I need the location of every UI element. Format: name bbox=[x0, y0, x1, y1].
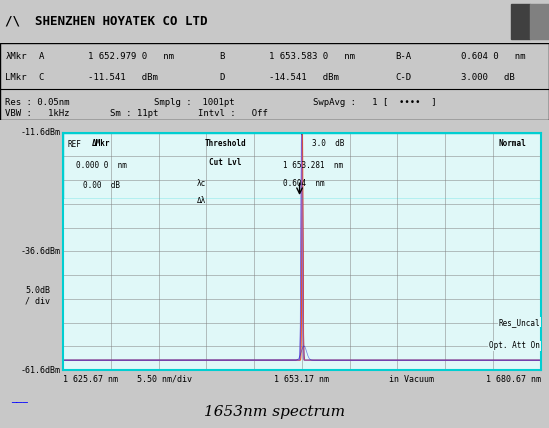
Text: A: A bbox=[38, 52, 44, 61]
Text: B: B bbox=[220, 52, 225, 61]
Text: Res : 0.05nm: Res : 0.05nm bbox=[5, 98, 70, 107]
Text: VBW :   1kHz: VBW : 1kHz bbox=[5, 109, 70, 118]
Text: LMkr: LMkr bbox=[5, 73, 27, 82]
Text: -61.6dBm: -61.6dBm bbox=[20, 366, 60, 375]
Text: -36.6dBm: -36.6dBm bbox=[20, 247, 60, 256]
Text: λMkr: λMkr bbox=[5, 52, 27, 61]
Text: 1 652.979 0   nm: 1 652.979 0 nm bbox=[88, 52, 174, 61]
Text: 0.604 0   nm: 0.604 0 nm bbox=[461, 52, 525, 61]
Bar bbox=[530, 4, 549, 39]
Text: -11.6dBm: -11.6dBm bbox=[20, 128, 60, 137]
Text: Res_Uncal: Res_Uncal bbox=[498, 318, 540, 327]
Text: 1 680.67 nm: 1 680.67 nm bbox=[486, 374, 541, 383]
Text: 1 653.583 0   nm: 1 653.583 0 nm bbox=[269, 52, 355, 61]
Text: ___: ___ bbox=[11, 393, 28, 403]
Text: C: C bbox=[38, 73, 44, 82]
Text: REF: REF bbox=[68, 140, 81, 149]
Text: 1653nm spectrum: 1653nm spectrum bbox=[204, 405, 345, 419]
Text: 1 653.17 nm: 1 653.17 nm bbox=[274, 374, 329, 383]
Text: D: D bbox=[220, 73, 225, 82]
Bar bbox=[511, 4, 530, 39]
Text: Opt. Att On: Opt. Att On bbox=[489, 342, 540, 351]
Text: -14.541   dBm: -14.541 dBm bbox=[269, 73, 339, 82]
Text: in Vacuum: in Vacuum bbox=[389, 374, 434, 383]
Text: Sm : 11pt: Sm : 11pt bbox=[110, 109, 158, 118]
Text: /\  SHENZHEN HOYATEK CO LTD: /\ SHENZHEN HOYATEK CO LTD bbox=[5, 15, 208, 28]
Text: SwpAvg :   1 [  ••••  ]: SwpAvg : 1 [ •••• ] bbox=[313, 98, 436, 107]
Text: Intvl :   Off: Intvl : Off bbox=[198, 109, 267, 118]
Text: Smplg :  1001pt: Smplg : 1001pt bbox=[154, 98, 234, 107]
Text: C-D: C-D bbox=[395, 73, 411, 82]
Text: B-A: B-A bbox=[395, 52, 411, 61]
Text: 5.50 nm/div: 5.50 nm/div bbox=[137, 374, 192, 383]
Text: -11.541   dBm: -11.541 dBm bbox=[88, 73, 158, 82]
Text: 1 625.67 nm: 1 625.67 nm bbox=[63, 374, 118, 383]
Text: 3.000   dB: 3.000 dB bbox=[461, 73, 515, 82]
Text: 5.0dB
/ div: 5.0dB / div bbox=[25, 286, 50, 306]
